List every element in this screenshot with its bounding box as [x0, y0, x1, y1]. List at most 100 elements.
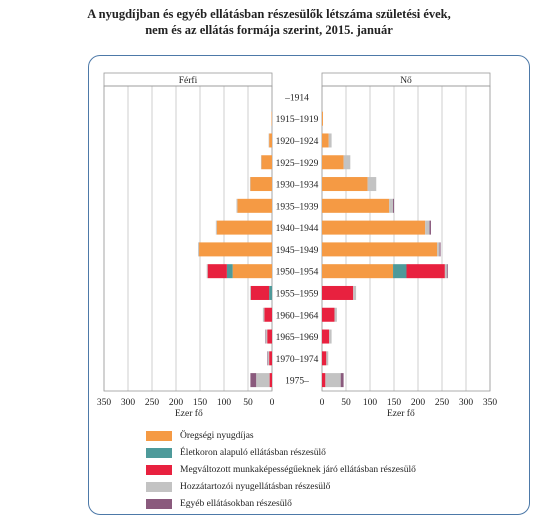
bar-male	[198, 242, 200, 257]
tick-label-left: 300	[121, 398, 136, 408]
bar-female	[340, 373, 344, 388]
panel-label-right: Nő	[400, 76, 412, 86]
bar-female	[326, 351, 329, 366]
bar-male	[269, 351, 272, 366]
tick-label-left: 350	[97, 398, 112, 408]
bar-female	[322, 155, 344, 170]
bar-male	[215, 220, 217, 235]
bar-female	[437, 242, 440, 257]
bar-female	[322, 373, 326, 388]
tick-label-right: 150	[387, 398, 402, 408]
tick-label-right: 50	[341, 398, 351, 408]
bar-male	[207, 264, 227, 279]
bar-male	[262, 307, 265, 322]
category-label: 1965–1969	[276, 333, 319, 343]
tick-label-left: 0	[270, 398, 275, 408]
tick-label-right: 250	[435, 398, 450, 408]
legend-swatch	[146, 431, 172, 441]
bar-female	[367, 177, 377, 192]
bar-female	[322, 242, 438, 257]
bar-female	[343, 155, 351, 170]
bar-male	[236, 198, 238, 213]
bar-female	[322, 133, 329, 148]
legend-item: Hozzátartozói nyugellátásban részesülő	[146, 479, 416, 495]
bar-male	[226, 264, 233, 279]
bar-female	[325, 373, 341, 388]
tick-label-right: 200	[411, 398, 426, 408]
category-label: –1914	[284, 93, 309, 103]
bar-male	[232, 264, 272, 279]
category-label: 1945–1949	[276, 246, 319, 256]
bar-male	[250, 177, 272, 192]
category-label: 1935–1939	[276, 202, 319, 212]
bar-female	[322, 329, 330, 344]
chart-frame	[88, 55, 530, 515]
chart-title-line-1: A nyugdíjban és egyéb ellátásban részesü…	[87, 7, 451, 21]
tick-label-left: 250	[145, 398, 160, 408]
tick-label-left: 50	[243, 398, 253, 408]
bar-female	[322, 264, 394, 279]
tick-label-right: 350	[483, 398, 498, 408]
legend-label: Hozzátartozói nyugellátásban részesülő	[180, 482, 331, 492]
bar-male	[267, 351, 270, 366]
legend-swatch	[146, 465, 172, 475]
bar-female	[322, 111, 323, 126]
bar-female	[322, 198, 390, 213]
bar-male	[269, 373, 272, 388]
category-label: 1950–1954	[276, 268, 319, 278]
bar-female	[425, 220, 430, 235]
category-label: 1940–1944	[276, 224, 319, 234]
category-label: 1915–1919	[276, 115, 319, 125]
bar-female	[446, 264, 448, 279]
tick-label-left: 100	[217, 398, 232, 408]
bar-female	[439, 242, 441, 257]
bar-male	[267, 329, 272, 344]
bar-male	[237, 198, 272, 213]
legend-swatch	[146, 482, 172, 492]
bar-female	[322, 177, 368, 192]
bar-female	[393, 264, 407, 279]
legend-item: Öregségi nyugdíjas	[146, 428, 416, 444]
x-axis-label-right: Ezer fő	[387, 408, 415, 419]
bar-female	[329, 329, 332, 344]
bar-male	[264, 307, 272, 322]
category-label: 1970–1974	[276, 355, 319, 365]
tick-label-right: 0	[320, 398, 325, 408]
legend-label: Öregségi nyugdíjas	[180, 431, 254, 441]
tick-label-right: 100	[363, 398, 378, 408]
bar-female	[328, 133, 332, 148]
category-label: 1930–1934	[276, 181, 319, 191]
legend-label: Életkoron alapuló ellátásban részesülő	[180, 448, 326, 458]
legend: Öregségi nyugdíjas Életkoron alapuló ellá…	[146, 428, 416, 513]
bar-male	[256, 373, 270, 388]
panel-left	[103, 85, 273, 392]
bar-female	[322, 351, 327, 366]
category-label: 1960–1964	[276, 311, 319, 321]
bar-female	[353, 285, 357, 300]
x-axis-label-left: Ezer fő	[175, 408, 203, 419]
bar-male	[269, 133, 272, 148]
panel-label-left: Férfi	[179, 75, 198, 86]
bar-male	[250, 373, 257, 388]
bar-female	[334, 307, 337, 322]
bar-male	[199, 242, 272, 257]
bar-male	[250, 285, 270, 300]
panel-right	[321, 85, 491, 392]
bar-female	[393, 198, 394, 213]
bar-female	[429, 220, 431, 235]
legend-swatch	[146, 499, 172, 509]
category-label: 1955–1959	[276, 289, 319, 299]
legend-label: Megváltozott munkaképességűeknek járó el…	[180, 465, 416, 475]
bar-male	[261, 155, 272, 170]
bar-male	[249, 285, 251, 300]
tick-label-left: 150	[193, 398, 208, 408]
bar-female	[322, 307, 335, 322]
legend-swatch	[146, 448, 172, 458]
category-label: 1920–1924	[276, 137, 319, 147]
category-label: 1925–1929	[276, 159, 319, 169]
bar-male	[206, 264, 208, 279]
bar-male	[265, 329, 268, 344]
legend-item: Megváltozott munkaképességűeknek járó el…	[146, 462, 416, 478]
bar-female	[322, 220, 426, 235]
